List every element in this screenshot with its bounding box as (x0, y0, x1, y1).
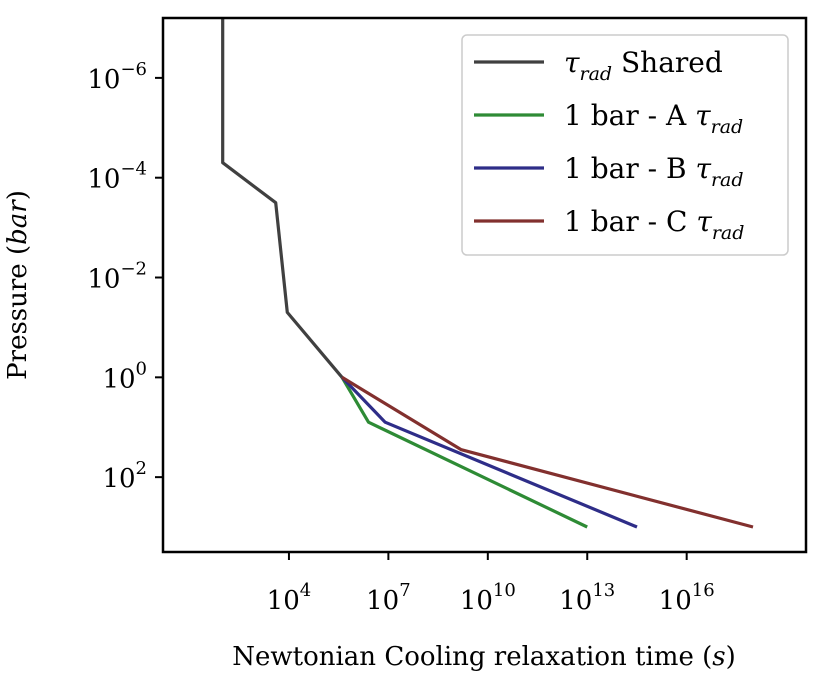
legend-label-1: 1 bar - A τrad (564, 99, 743, 138)
y-tick-label: 102 (102, 458, 147, 494)
series-line-1 (340, 376, 588, 529)
legend: τrad Shared 1 bar - A τrad 1 bar - B τrad 1… (461, 34, 789, 256)
y-tick-label: 10−2 (87, 259, 147, 295)
y-tick-label: 100 (102, 358, 147, 394)
x-tick-label: 1010 (460, 580, 516, 616)
legend-box (461, 34, 789, 256)
series-line-3 (341, 375, 754, 529)
x-tick-label: 107 (366, 580, 411, 616)
x-axis-label: Newtonian Cooling relaxation time (s) (232, 642, 736, 672)
axes-frame (161, 16, 808, 554)
x-axis-ticks: 104 107 1010 1013 1016 (267, 552, 715, 616)
y-tick-label: 10−6 (87, 59, 147, 95)
legend-label-0: τrad Shared (564, 46, 723, 85)
series-line-0 (221, 18, 344, 379)
y-axis-unit: bar (3, 199, 33, 245)
legend-label-2: 1 bar - B τrad (564, 152, 744, 191)
legend-label-3: 1 bar - C τrad (564, 205, 744, 244)
y-axis-label: Pressure (bar) (3, 190, 33, 380)
x-tick-label: 1013 (559, 580, 615, 616)
y-tick-label: 10−4 (87, 159, 147, 195)
series-layer (221, 18, 754, 529)
y-axis-ticks: 10−6 10−4 10−2 100 102 (87, 59, 163, 494)
x-tick-label: 1016 (659, 580, 715, 616)
plot-area: 104 107 1010 1013 1016 10−6 10−4 10−2 100 102 (87, 16, 808, 616)
series-line-2 (340, 376, 638, 529)
legend-items: τrad Shared 1 bar - A τrad 1 bar - B τrad 1… (474, 46, 744, 244)
x-tick-label: 104 (267, 580, 312, 616)
x-axis-unit: s (712, 642, 725, 672)
